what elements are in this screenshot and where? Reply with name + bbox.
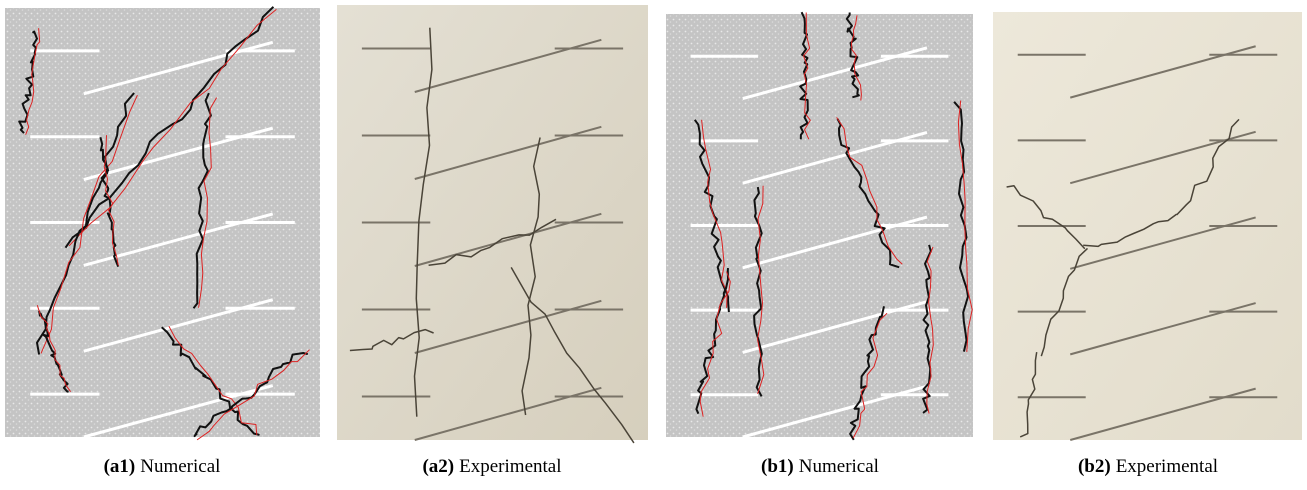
caption-label: (a1): [104, 456, 136, 477]
caption-label: (b2): [1078, 456, 1111, 477]
caption: (a1)Numerical: [104, 456, 221, 477]
caption: (b2)Experimental: [1078, 456, 1218, 477]
caption: (a2)Experimental: [422, 456, 561, 477]
caption-text: Experimental: [1116, 456, 1218, 477]
panel: [993, 12, 1302, 440]
panels: [5, 5, 1302, 443]
panel: [5, 7, 320, 440]
panel: [666, 12, 973, 440]
panel: [337, 5, 648, 443]
caption-label: (b1): [761, 456, 794, 477]
figure: (a1)Numerical(a2)Experimental(b1)Numeric…: [0, 0, 1307, 490]
caption-text: Experimental: [459, 456, 561, 477]
caption-text: Numerical: [140, 456, 220, 477]
caption-text: Numerical: [799, 456, 879, 477]
caption: (b1)Numerical: [761, 456, 879, 477]
caption-label: (a2): [422, 456, 454, 477]
